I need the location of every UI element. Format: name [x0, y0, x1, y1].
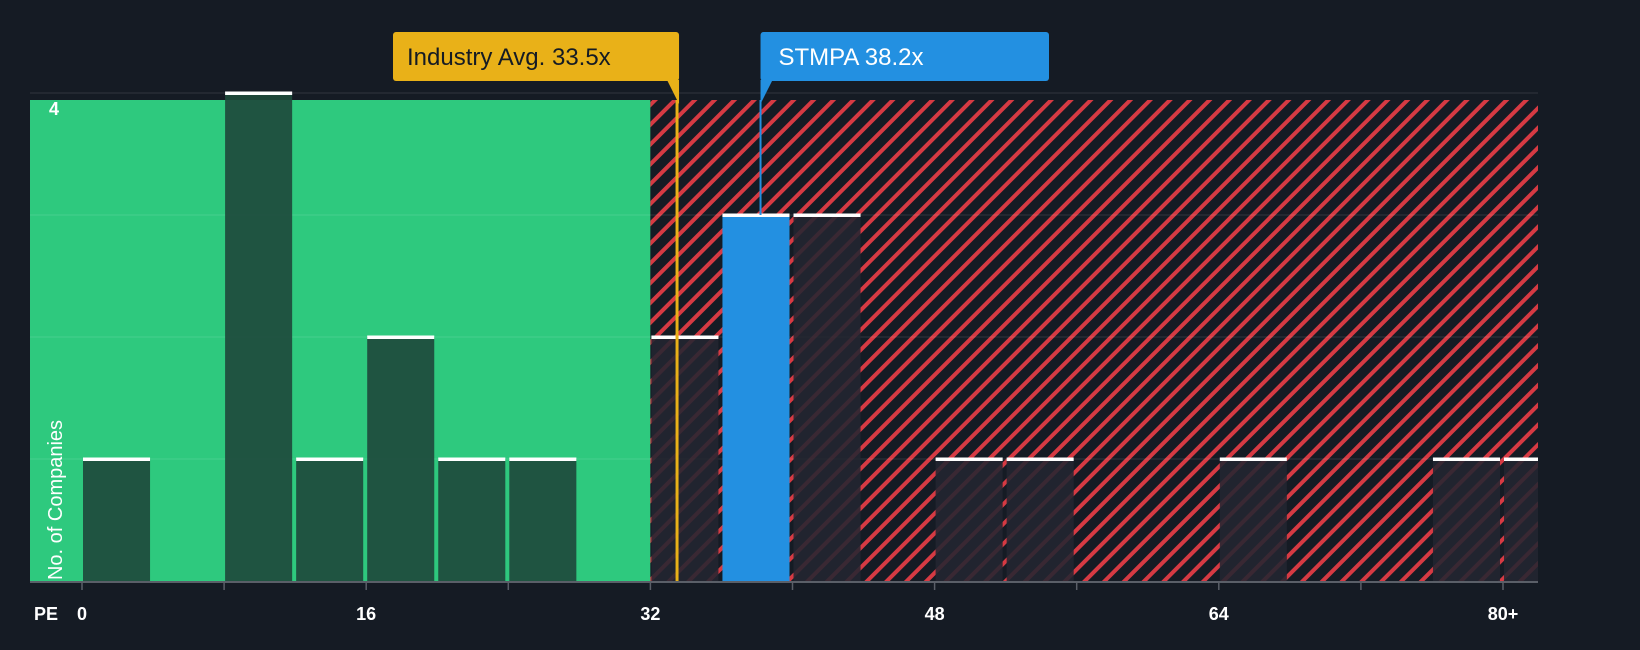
bar-cap-64 — [1219, 457, 1287, 461]
company-pe-callout — [760, 32, 1049, 81]
x-tick-label-64: 64 — [1209, 604, 1229, 624]
company-pe-pointer — [760, 80, 773, 104]
bar-0 — [83, 459, 151, 581]
bar-16 — [367, 337, 435, 581]
industry-average-label: Industry Avg. 33.5x — [407, 44, 611, 71]
x-axis-ticks: 0 16 32 48 64 80+ — [77, 582, 1518, 624]
bar-cap-20 — [438, 457, 506, 461]
x-tick-label-32: 32 — [640, 604, 660, 624]
bar-cap-12 — [296, 457, 364, 461]
bar-12 — [296, 459, 364, 581]
bar-cap-80 — [1504, 457, 1538, 461]
bar-40 — [793, 215, 861, 581]
bar-cap-52 — [1006, 457, 1074, 461]
bar-80 — [1504, 459, 1538, 581]
bar-36 — [722, 215, 790, 581]
bar-cap-36 — [722, 213, 790, 217]
bar-cap-8 — [225, 91, 293, 95]
bar-20 — [438, 459, 506, 581]
bar-cap-48 — [935, 457, 1003, 461]
bar-cap-76 — [1432, 457, 1500, 461]
bar-48 — [935, 459, 1003, 581]
x-tick-label-80: 80+ — [1488, 604, 1519, 624]
industry-average-callout — [393, 32, 680, 81]
bar-52 — [1006, 459, 1074, 581]
bars — [83, 91, 1538, 581]
bar-76 — [1432, 459, 1500, 581]
y-axis-label: No. of Companies — [45, 420, 67, 580]
x-tick-label-0: 0 — [77, 604, 87, 624]
company-pe-label: STMPA 38.2x — [779, 44, 924, 71]
bar-8 — [225, 93, 293, 581]
company-marker: STMPA 38.2x — [759, 32, 1049, 215]
bar-24 — [509, 459, 577, 581]
bar-64 — [1219, 459, 1287, 581]
y-tick-label-4: 4 — [49, 99, 59, 119]
bar-cap-0 — [83, 457, 151, 461]
bar-cap-16 — [367, 335, 435, 339]
bar-cap-40 — [793, 213, 861, 217]
x-tick-label-48: 48 — [925, 604, 945, 624]
bar-cap-32 — [651, 335, 719, 339]
bar-32 — [651, 337, 719, 581]
x-axis-label: PE — [34, 604, 58, 624]
industry-average-pointer — [667, 80, 680, 104]
x-tick-label-16: 16 — [356, 604, 376, 624]
bar-cap-24 — [509, 457, 577, 461]
industry-average-marker: Industry Avg. 33.5x — [393, 32, 680, 581]
y-axis-ticks: 4 — [49, 99, 59, 119]
